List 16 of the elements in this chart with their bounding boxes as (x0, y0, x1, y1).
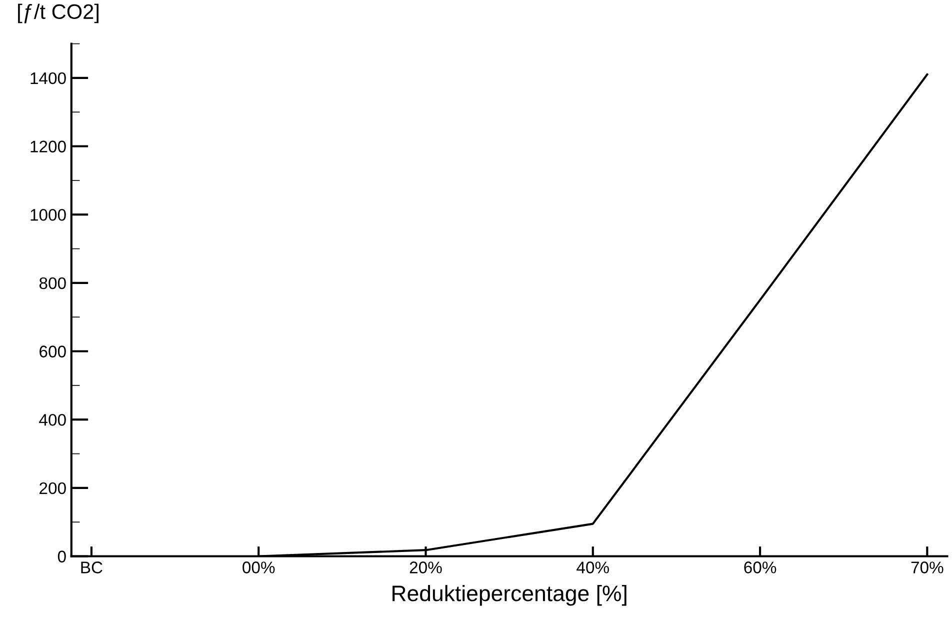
x-tick-label: 70% (911, 562, 944, 574)
x-tick-label: 40% (576, 562, 609, 574)
y-tick-label: 600 (40, 346, 66, 358)
x-tick-label: 60% (744, 562, 776, 574)
y-tick-label: 1400 (30, 72, 66, 84)
x-axis-title: Reduktiepercentage [%] (392, 584, 626, 606)
y-tick-label: 0 (58, 550, 66, 562)
y-tick-label: 1000 (30, 208, 66, 221)
y-tick-label: 400 (39, 414, 66, 426)
y-tick-label: 200 (40, 482, 66, 494)
y-tick-label: 1200 (30, 140, 66, 152)
y-axis-title: [ƒ/t CO2] (18, 4, 98, 24)
x-tick-label: 20% (410, 562, 442, 574)
y-tick-label: 800 (39, 277, 66, 290)
x-tick-label: 00% (242, 562, 275, 574)
x-tick-label: BC (81, 562, 102, 574)
